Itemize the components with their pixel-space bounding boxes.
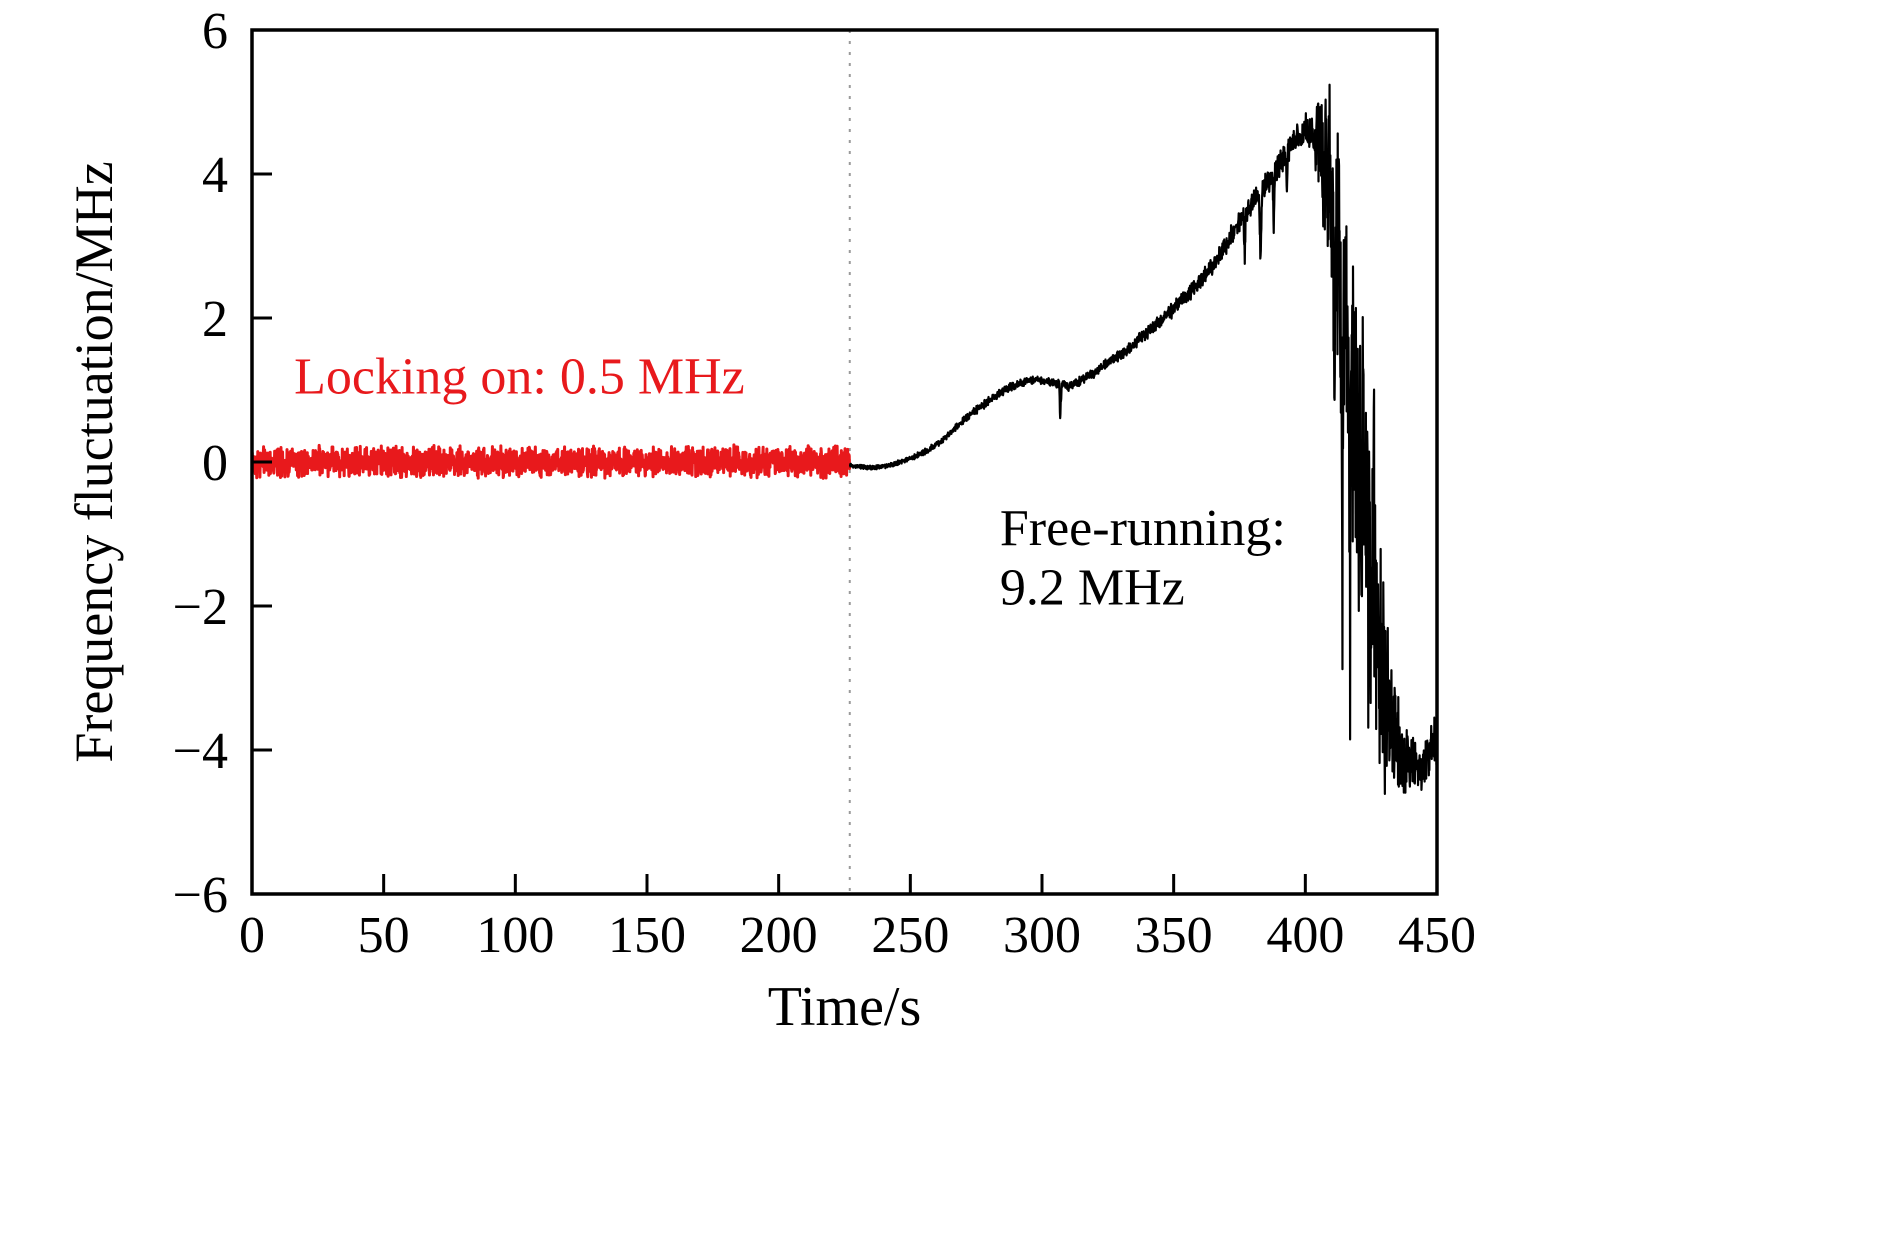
x-tick-label: 50: [358, 907, 410, 964]
x-axis-title: Time/s: [768, 976, 922, 1038]
x-tick-label: 450: [1398, 907, 1476, 964]
x-tick-label: 350: [1135, 907, 1213, 964]
locking-label: Locking on: 0.5 MHz: [294, 349, 745, 406]
x-tick-label: 300: [1003, 907, 1081, 964]
x-tick-label: 250: [871, 907, 949, 964]
y-tick-label: −4: [173, 723, 228, 780]
series-group: [252, 83, 1437, 795]
x-tick-label: 0: [239, 907, 265, 964]
free-running-label-line2: 9.2 MHz: [1000, 560, 1185, 617]
y-axis-title: Frequency fluctuation/MHz: [64, 161, 124, 762]
y-tick-label: 4: [202, 147, 228, 204]
free-running-label-line1: Free-running:: [1000, 500, 1286, 557]
y-tick-label: 2: [202, 291, 228, 348]
x-tick-label: 400: [1266, 907, 1344, 964]
y-tick-label: 6: [202, 3, 228, 60]
x-tick-label: 150: [608, 907, 686, 964]
y-tick-label: −2: [173, 579, 228, 636]
series-trace-locking-on: [252, 443, 852, 480]
series-trace-free-running: [848, 83, 1437, 795]
x-tick-label: 200: [740, 907, 818, 964]
y-tick-label: 0: [202, 435, 228, 492]
y-tick-label: −6: [173, 867, 228, 924]
x-tick-label: 100: [476, 907, 554, 964]
